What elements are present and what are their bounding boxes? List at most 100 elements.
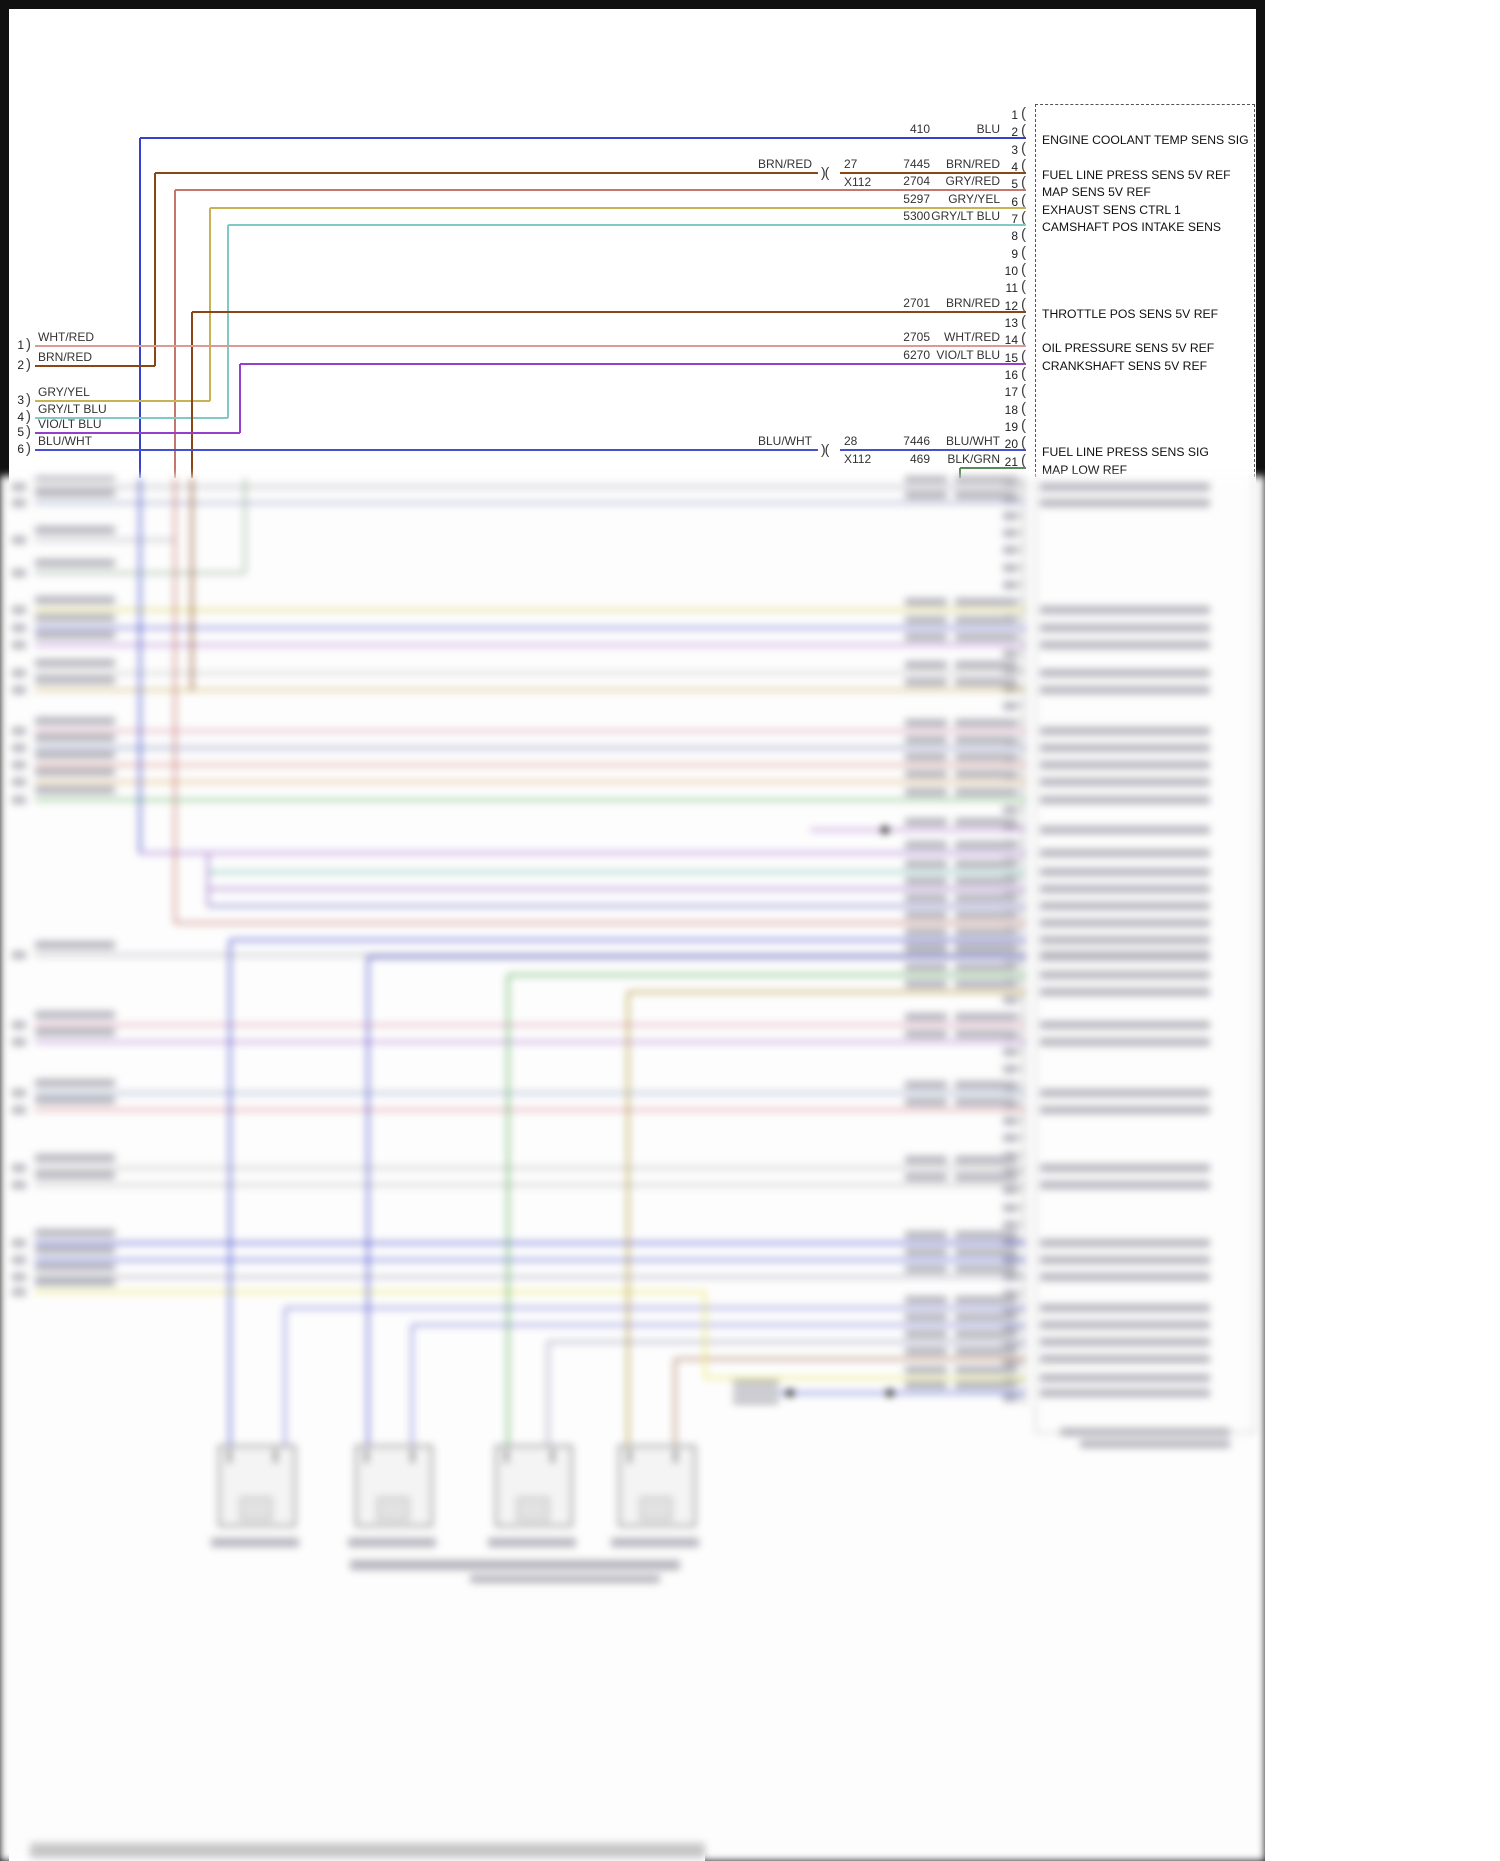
blurred-left-number-bar	[12, 1164, 26, 1172]
blurred-pin-number-bar	[1003, 580, 1018, 589]
blurred-left-label-bar	[35, 1028, 115, 1036]
ecm-pin-number: 7	[1011, 212, 1018, 226]
blurred-color-bar	[955, 719, 1017, 727]
blurred-left-number-bar	[12, 1239, 26, 1247]
blurred-circuit-bar	[905, 598, 947, 606]
blurred-circuit-bar	[905, 753, 947, 761]
ecm-pin-bracket-icon: (	[1021, 105, 1026, 122]
blurred-circuit-bar	[905, 491, 947, 499]
ecm-pin-bracket-icon: (	[1021, 296, 1026, 313]
blurred-diagram-layer: ((((((((((((((((((((((((((((((((((((((((…	[0, 476, 1265, 1861]
injector-pin-mark	[628, 1449, 631, 1463]
blurred-wire-row	[35, 1259, 1026, 1261]
blurred-ecm-label-bar	[1040, 919, 1210, 927]
blurred-pin-number-bar	[1003, 823, 1018, 831]
blurred-wire-row	[628, 991, 1026, 993]
blurred-wire-vertical	[229, 940, 231, 1445]
blurred-pin-number-bar	[1003, 1290, 1018, 1299]
blurred-circuit-bar	[905, 661, 947, 669]
splice-dot	[786, 1389, 794, 1397]
blurred-color-bar	[955, 736, 1017, 744]
blurred-wire-vertical	[547, 1342, 549, 1445]
left-pin-bracket-icon: )	[26, 423, 31, 440]
blurred-left-number-bar	[12, 951, 26, 959]
left-pin-bracket-icon: )	[26, 440, 31, 457]
blurred-pin-bracket-icon: (	[1021, 644, 1026, 661]
blurred-circuit-bar	[905, 877, 947, 885]
blurred-circuit-bar	[905, 1330, 947, 1338]
wire-segment	[191, 312, 193, 478]
blurred-left-number-bar	[12, 1256, 26, 1264]
ecm-pin-bracket-icon: (	[1021, 434, 1026, 451]
blurred-left-number-bar	[12, 686, 26, 694]
ecm-pin-bracket-icon: (	[1021, 140, 1026, 157]
blurred-left-number-bar	[12, 1038, 26, 1046]
blurred-pin-bracket-icon: (	[1021, 1318, 1026, 1336]
wire-segment	[960, 467, 1026, 469]
blurred-left-label-bar	[35, 1096, 115, 1104]
wire-segment	[139, 138, 141, 478]
blurred-ecm-label-bar	[1040, 641, 1210, 649]
blurred-color-bar	[955, 1156, 1017, 1164]
ecm-pin-bracket-icon: (	[1021, 192, 1026, 209]
blurred-pin-bracket-icon: (	[1021, 851, 1026, 869]
ecm-pin-number: 1	[1011, 108, 1018, 122]
blurred-pin-bracket-icon: (	[1021, 1076, 1026, 1094]
wire-label: 5300	[903, 209, 930, 223]
blurred-ecm-label-bar	[1040, 1038, 1210, 1046]
blurred-wire-row	[35, 730, 1026, 732]
inline-connector-x112-icon: )(	[820, 441, 829, 457]
wire-segment	[210, 207, 1026, 209]
blurred-left-label-bar	[35, 489, 115, 497]
ecm-pin-bracket-icon: (	[1021, 226, 1026, 243]
blurred-left-label-bar	[35, 1229, 115, 1237]
blurred-left-label-bar	[35, 734, 115, 742]
blurred-ecm-label-bar	[1040, 1181, 1210, 1189]
blurred-pin-bracket-icon: (	[1021, 661, 1026, 679]
left-pin-number: 3	[17, 393, 24, 407]
ecm-pin-bracket-icon: (	[1021, 330, 1026, 347]
blurred-left-label-bar	[35, 1246, 115, 1254]
blurred-wire-vertical	[284, 1308, 286, 1445]
blurred-color-bar	[955, 943, 1017, 951]
wire-label: BLK/GRN	[947, 452, 1000, 466]
blurred-circuit-bar	[905, 719, 947, 727]
ecm-pin-bracket-icon: (	[1021, 400, 1026, 417]
wire-segment	[154, 173, 156, 366]
blurred-wire-row	[35, 747, 1026, 749]
blurred-wire-row	[675, 1358, 1026, 1360]
blurred-color-bar	[955, 1347, 1017, 1355]
blurred-color-bar	[955, 616, 1017, 624]
blurred-pin-bracket-icon: (	[1021, 868, 1026, 886]
wire-label: GRY/YEL	[948, 192, 1000, 206]
blurred-pin-bracket-icon: (	[1021, 1007, 1026, 1025]
blurred-wire-row	[35, 1092, 1026, 1094]
blurred-left-number-bar	[12, 778, 26, 786]
blurred-wire-row	[35, 627, 1026, 629]
blurred-wire-vertical	[191, 478, 193, 690]
ecm-pin-bracket-icon: (	[1021, 122, 1026, 139]
ecm-pin-label: MAP LOW REF	[1042, 463, 1128, 477]
blurred-color-bar	[955, 860, 1017, 868]
blurred-wire-row	[35, 954, 1026, 956]
blurred-wire-row	[35, 486, 1026, 488]
blurred-left-number-bar	[12, 744, 26, 752]
wire-segment	[239, 364, 241, 433]
blurred-wire-row	[705, 1377, 1026, 1379]
blurred-pin-number-bar	[1003, 563, 1018, 572]
blurred-left-number-bar	[12, 796, 26, 804]
blurred-wire-vertical	[207, 853, 209, 906]
injector-pin-mark	[505, 1449, 508, 1463]
blurred-color-bar	[955, 928, 1017, 936]
blurred-wire-vertical	[174, 478, 176, 923]
blurred-pin-bracket-icon: (	[1021, 972, 1026, 990]
blurred-color-bar	[955, 841, 1017, 849]
blurred-left-number-bar	[12, 669, 26, 677]
blurred-color-bar	[955, 894, 1017, 902]
blurred-wire-row	[35, 799, 1026, 801]
note-text-bar	[1080, 1440, 1230, 1448]
wire-label: BRN/RED	[38, 350, 93, 364]
blurred-pin-number-bar	[1003, 1151, 1018, 1160]
ecm-pin-number: 20	[1004, 437, 1018, 451]
wire-segment	[840, 449, 1026, 451]
